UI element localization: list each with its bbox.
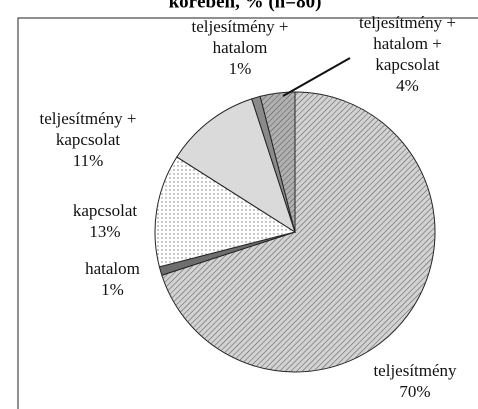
label-name: teljesítmény + hatalom + kapcsolat	[359, 13, 456, 74]
chart-title: körében, % (n=80)	[169, 0, 322, 12]
slice-label: hatalom 1%	[65, 258, 160, 300]
label-value: 1%	[228, 59, 252, 78]
label-name: teljesítmény + hatalom	[191, 17, 289, 57]
label-value: 1%	[101, 280, 124, 299]
frame	[17, 17, 478, 409]
slice-label: teljesítmény + hatalom 1%	[170, 16, 310, 79]
slice-pattern	[161, 92, 435, 372]
label-name: kapcsolat	[72, 201, 138, 220]
label-name: teljesítmény + kapcsolat	[39, 109, 137, 149]
slice-label: kapcsolat 13%	[55, 200, 155, 242]
slice-label: teljesítmény + hatalom + kapcsolat 4%	[350, 12, 465, 96]
label-name: hatalom	[85, 259, 140, 278]
slice-label: teljesítmény 70%	[355, 360, 475, 402]
leader-line	[282, 57, 351, 97]
label-value: 11%	[72, 151, 104, 170]
slice-label: teljesítmény + kapcsolat 11%	[8, 108, 168, 171]
slice-pattern	[155, 156, 295, 267]
label-value: 70%	[399, 382, 431, 401]
label-value: 4%	[396, 76, 419, 95]
slice-pattern	[260, 92, 295, 232]
label-name: teljesítmény	[373, 361, 457, 380]
pie-slice	[176, 98, 296, 234]
label-value: 13%	[89, 222, 121, 241]
